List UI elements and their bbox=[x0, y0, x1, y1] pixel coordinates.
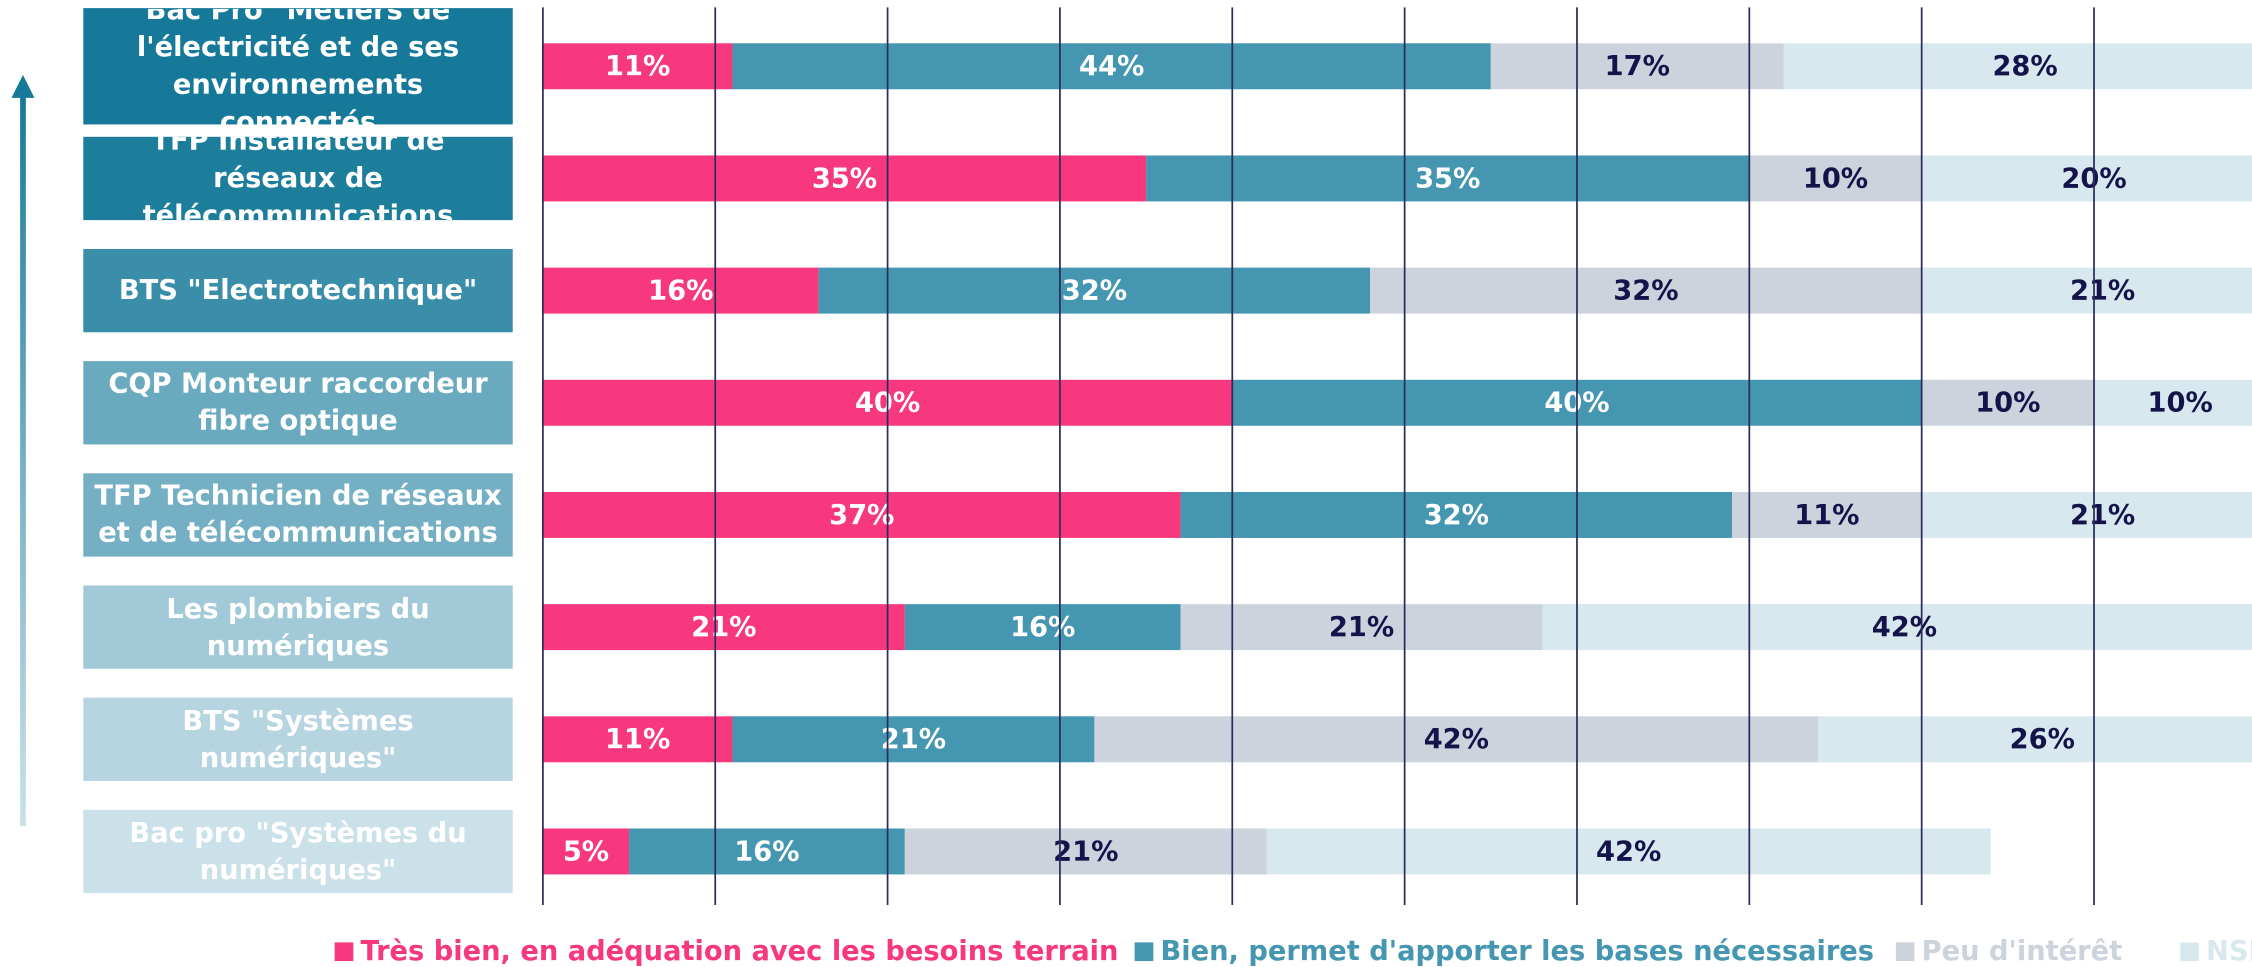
data-label: 32% bbox=[1424, 500, 1489, 531]
data-label: 11% bbox=[605, 724, 670, 755]
category-label-box: CQP Monteur raccordeur fibre optique bbox=[108, 368, 488, 438]
data-label: 16% bbox=[1010, 612, 1075, 643]
bar-segment bbox=[1818, 716, 2252, 763]
data-label: 32% bbox=[1613, 276, 1678, 307]
category-label-box: BTS "Electrotechnique" bbox=[118, 274, 478, 307]
bar-segment bbox=[2094, 379, 2252, 426]
data-label: 21% bbox=[2070, 276, 2135, 307]
category-box bbox=[83, 361, 513, 445]
data-label: 44% bbox=[1079, 51, 1144, 82]
bar-segment bbox=[1180, 604, 1543, 651]
bar-segment bbox=[1266, 828, 1991, 875]
category-label-box: Les plombiers du numériques bbox=[166, 592, 430, 662]
data-label: 28% bbox=[1992, 51, 2057, 82]
category-label: Bac Pro "Métiers de l'électricité et de … bbox=[136, 8, 460, 125]
data-label: 11% bbox=[605, 51, 670, 82]
bar-segment bbox=[1921, 379, 2095, 426]
category-label: Bac pro "Systèmes du numériques" bbox=[129, 816, 467, 886]
data-label: 35% bbox=[1415, 163, 1480, 194]
arrow-shaft bbox=[20, 95, 26, 827]
data-label: 26% bbox=[2010, 724, 2075, 755]
category-label: CQP Monteur raccordeur fibre optique bbox=[108, 368, 488, 438]
category-label-box: Bac pro "Systèmes du numériques" bbox=[129, 816, 467, 886]
category-box bbox=[83, 473, 513, 557]
category-box bbox=[83, 136, 513, 221]
bar-segment bbox=[542, 267, 819, 314]
bar-segment bbox=[542, 155, 1147, 202]
bar-segment bbox=[1370, 267, 1922, 314]
data-label: 21% bbox=[1329, 612, 1394, 643]
bar-segment bbox=[542, 604, 905, 651]
bar-segment bbox=[542, 716, 733, 763]
bar-segment bbox=[1146, 155, 1750, 202]
data-label: 21% bbox=[691, 612, 756, 643]
data-label: 37% bbox=[829, 500, 894, 531]
category-label: Les plombiers du numériques bbox=[166, 592, 430, 662]
legend-label: NSP bbox=[2206, 936, 2252, 967]
legend-swatch bbox=[334, 942, 354, 962]
bar-segment bbox=[1490, 43, 1784, 90]
bar-segment bbox=[732, 43, 1491, 90]
category-label: BTS "Systèmes numériques" bbox=[182, 704, 414, 774]
category-label-box: TFP Installateur de réseaux de télécommu… bbox=[142, 136, 454, 221]
data-label: 42% bbox=[1596, 836, 1661, 867]
bar-segment bbox=[1921, 491, 2252, 538]
legend-swatch bbox=[2180, 942, 2199, 962]
bar-segment bbox=[542, 43, 733, 90]
category-box bbox=[83, 8, 513, 125]
bar-segment bbox=[732, 716, 1095, 763]
bar-segment bbox=[904, 828, 1267, 875]
bar-segment bbox=[542, 828, 630, 875]
category-label-box: BTS "Systèmes numériques" bbox=[182, 704, 414, 774]
legend-label: Très bien, en adéquation avec les besoin… bbox=[360, 936, 1118, 967]
bar-segment bbox=[629, 828, 905, 875]
arrow-head bbox=[11, 74, 35, 98]
data-label: 42% bbox=[1872, 612, 1937, 643]
data-label: 16% bbox=[734, 836, 799, 867]
category-label-box: Bac Pro "Métiers de l'électricité et de … bbox=[136, 8, 460, 125]
data-label: 11% bbox=[1794, 500, 1859, 531]
category-box bbox=[83, 809, 513, 894]
category-label: TFP Technicien de réseaux et de télécomm… bbox=[94, 480, 502, 550]
category-box bbox=[83, 248, 513, 333]
category-box bbox=[83, 697, 513, 781]
data-label: 17% bbox=[1605, 51, 1670, 82]
data-label: 5% bbox=[563, 836, 609, 867]
category-label: BTS "Electrotechnique" bbox=[118, 274, 478, 307]
data-label: 32% bbox=[1062, 276, 1127, 307]
legend-swatch bbox=[1134, 942, 1154, 962]
bar-segment bbox=[818, 267, 1371, 314]
bar-segment bbox=[1921, 155, 2252, 202]
category-label: TFP Installateur de réseaux de télécommu… bbox=[142, 136, 454, 221]
bar-segment bbox=[1749, 155, 1922, 202]
data-label: 21% bbox=[1053, 836, 1118, 867]
bar-segment bbox=[542, 491, 1181, 538]
data-label: 10% bbox=[2148, 388, 2213, 419]
category-label-box: TFP Technicien de réseaux et de télécomm… bbox=[94, 480, 502, 550]
bar-segment bbox=[1921, 267, 2252, 314]
bar-segment bbox=[1094, 716, 1819, 763]
data-label: 35% bbox=[812, 163, 877, 194]
bar-segment bbox=[904, 604, 1181, 651]
bar-segment bbox=[1542, 604, 2252, 651]
data-label: 10% bbox=[1803, 163, 1868, 194]
data-label: 21% bbox=[881, 724, 946, 755]
bar-segment bbox=[1180, 491, 1733, 538]
data-label: 10% bbox=[1975, 388, 2040, 419]
legend-label: Peu d'intérêt bbox=[1922, 936, 2123, 967]
legend-label: Bien, permet d'apporter les bases nécess… bbox=[1160, 936, 1874, 967]
data-label: 16% bbox=[648, 276, 713, 307]
category-box bbox=[83, 585, 513, 669]
bar-segment bbox=[1783, 43, 2252, 90]
legend-swatch bbox=[1895, 942, 1915, 962]
data-label: 21% bbox=[2070, 500, 2135, 531]
bar-segment bbox=[1732, 491, 1922, 538]
data-label: 42% bbox=[1424, 724, 1489, 755]
